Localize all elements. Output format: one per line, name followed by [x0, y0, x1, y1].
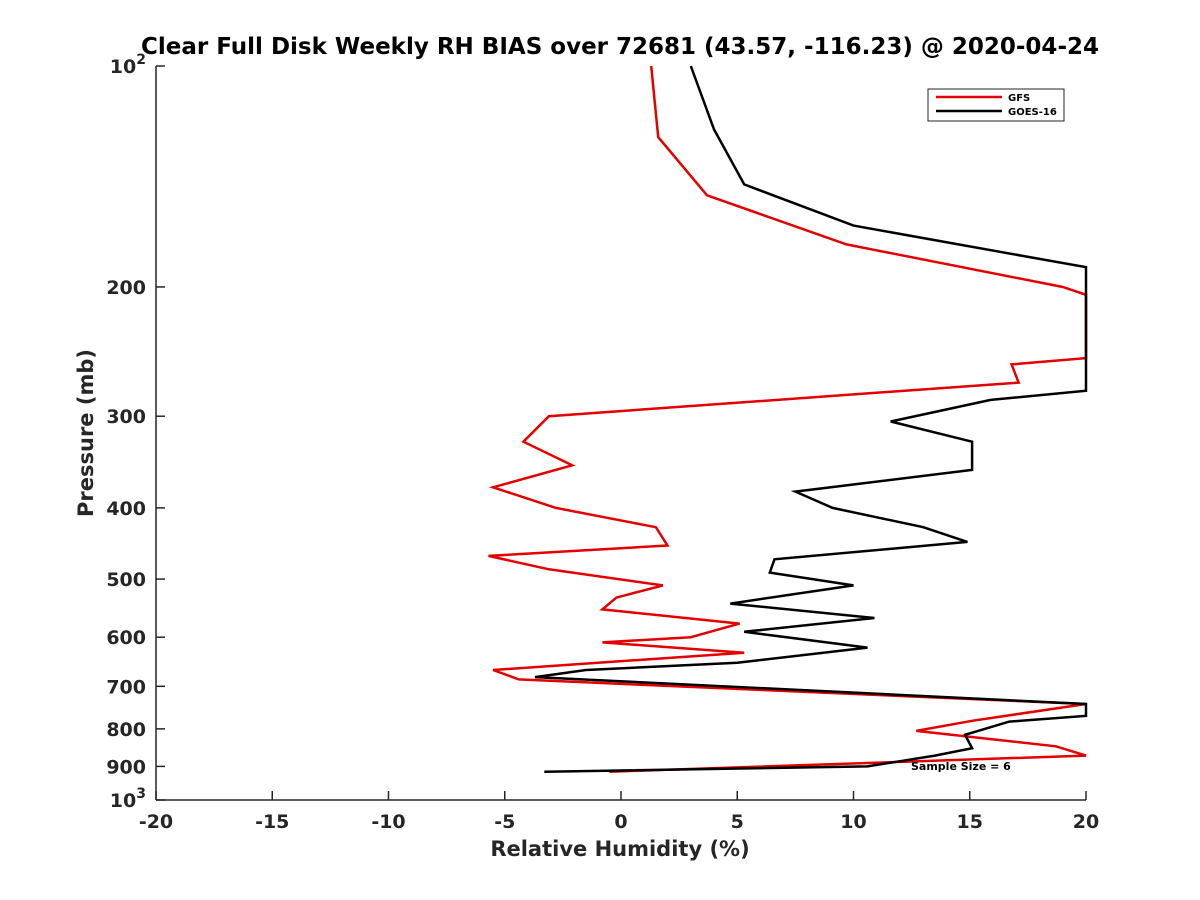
y-tick-label: 500 — [106, 569, 146, 591]
legend-label-goes16: GOES-16 — [1008, 107, 1057, 118]
x-tick-label: 0 — [614, 811, 627, 833]
y-tick-label: 102 — [110, 52, 146, 78]
y-tick-label: 400 — [106, 498, 146, 520]
y-tick-label: 800 — [106, 719, 146, 741]
x-tick-label: -10 — [371, 811, 405, 833]
x-tick-label: -5 — [494, 811, 515, 833]
axes: -20 -15 -10 -5 0 5 10 15 20 102 200 300 400 500 600 700… — [106, 52, 1099, 833]
sample-size-annotation: Sample Size = 6 — [911, 760, 1011, 773]
x-tick-label: 20 — [1073, 811, 1099, 833]
x-tick-label: -15 — [255, 811, 289, 833]
chart-title: Clear Full Disk Weekly RH BIAS over 7268… — [141, 34, 1099, 60]
x-tick-label: 5 — [731, 811, 744, 833]
y-tick-label: 300 — [106, 406, 146, 428]
x-axis-label: Relative Humidity (%) — [490, 837, 749, 861]
series-line-gfs — [488, 65, 1088, 773]
x-tick-label: -20 — [139, 811, 173, 833]
y-tick-label: 200 — [106, 277, 146, 299]
legend-box — [927, 88, 1065, 122]
plot-area — [488, 65, 1088, 773]
y-axis-label: Pressure (mb) — [74, 349, 98, 517]
y-tick-label: 700 — [106, 676, 146, 698]
legend-label-gfs: GFS — [1008, 93, 1030, 104]
y-tick-label: 103 — [110, 786, 146, 812]
x-tick-label: 15 — [957, 811, 983, 833]
legend: GFS GOES-16 — [927, 88, 1065, 122]
x-tick-label: 10 — [840, 811, 866, 833]
y-tick-label: 900 — [106, 756, 146, 778]
series-line-goes16 — [534, 65, 1088, 773]
y-tick-label: 600 — [106, 627, 146, 649]
